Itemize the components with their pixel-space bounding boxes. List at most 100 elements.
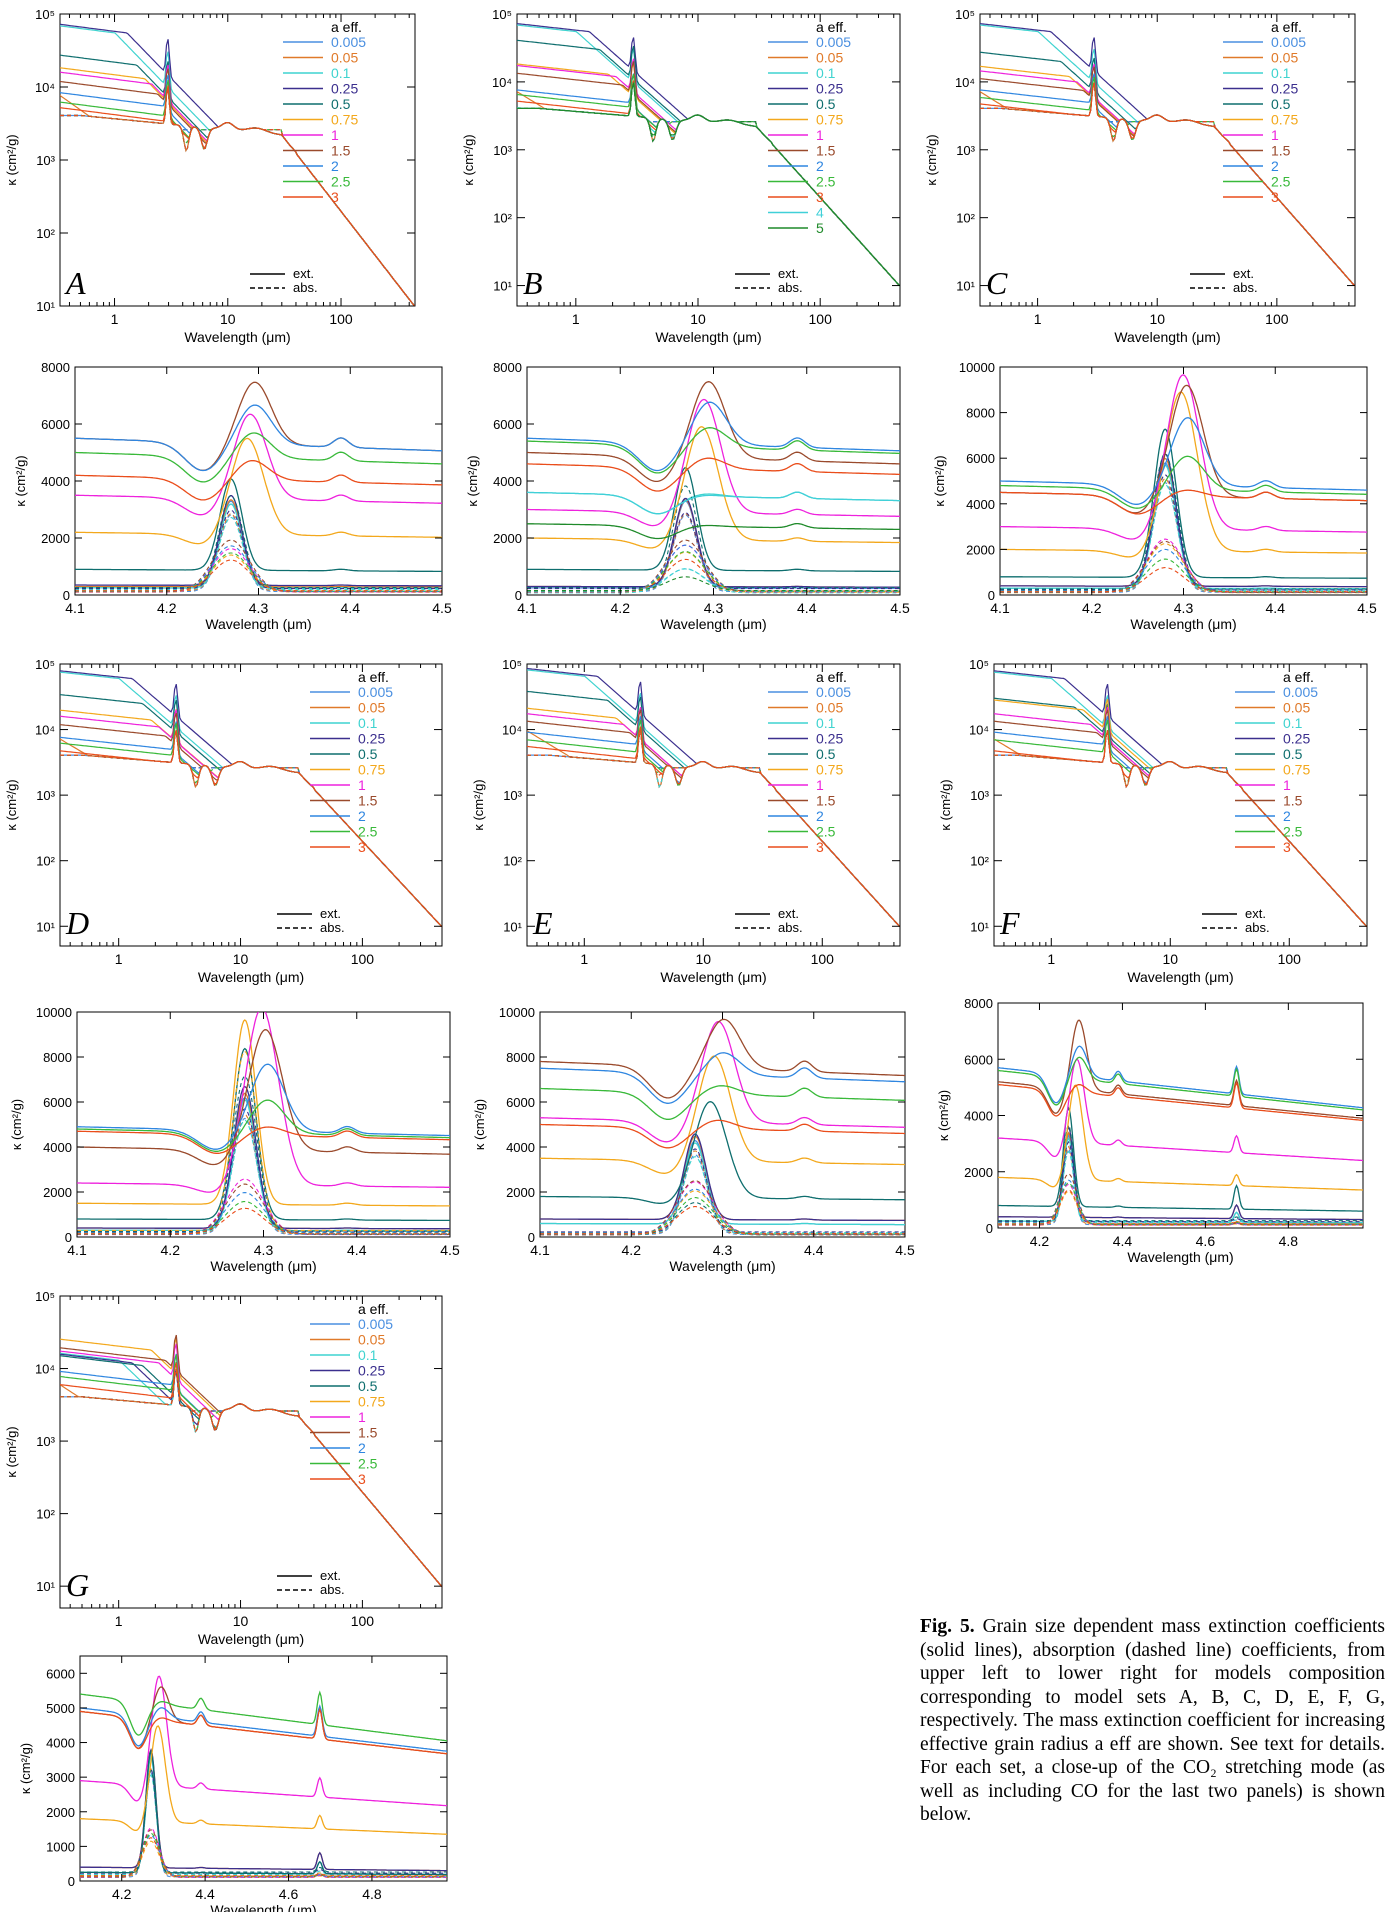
x-tick-label: 4.8: [1279, 1233, 1299, 1249]
series-0.05-abs: [80, 1767, 447, 1877]
x-tick-label: 1: [115, 1613, 123, 1629]
series-4-ext: [527, 491, 900, 515]
series-0.1-abs: [60, 730, 442, 928]
series-0.1-ext: [540, 1142, 905, 1226]
x-tick-label: 4.5: [890, 600, 910, 616]
legend-entry-0.1: 0.1: [358, 715, 378, 731]
y-tick-label: 10¹: [956, 279, 975, 294]
y-tick-label: 10³: [493, 143, 512, 158]
legend-entry-0.05: 0.05: [1271, 50, 1298, 66]
legend-entry-0.5: 0.5: [816, 746, 836, 762]
x-axis-label: Wavelength (μm): [660, 969, 766, 985]
x-tick-label: 4.3: [1174, 600, 1194, 616]
legend-entry-0.25: 0.25: [358, 731, 385, 747]
x-tick-label: 4.5: [895, 1242, 915, 1258]
series-0.005-abs: [80, 1770, 447, 1878]
series-0.75-ext: [80, 1725, 447, 1835]
series-1.5-ext: [994, 709, 1367, 928]
series-0.25-ext: [527, 497, 900, 588]
legend-title: a eff.: [816, 669, 847, 685]
x-tick-label: 4.2: [157, 600, 177, 616]
series-2-abs: [527, 730, 900, 928]
x-axis-label: Wavelength (μm): [205, 616, 311, 632]
legend-entry-3: 3: [816, 839, 824, 855]
legend-entry-2: 2: [331, 158, 339, 174]
legend-entry-0.005: 0.005: [816, 34, 851, 50]
series-0.25-ext: [75, 495, 442, 587]
legend-entry-0.5: 0.5: [358, 746, 378, 762]
y-tick-label: 2000: [43, 1185, 72, 1200]
curves-group: [998, 1019, 1363, 1226]
series-0.05-ext: [998, 1131, 1363, 1221]
series-2.5-ext: [980, 76, 1355, 287]
series-0.75-ext: [998, 1084, 1363, 1191]
legend-entry-2.5: 2.5: [358, 1456, 378, 1472]
y-tick-label: 10²: [956, 211, 975, 226]
legend-entry-1: 1: [816, 777, 824, 793]
legend-abs-label: abs.: [778, 920, 803, 935]
series-3-ext: [998, 1081, 1363, 1122]
series-1.5-ext: [60, 68, 415, 306]
series-2.5-ext: [77, 1099, 450, 1152]
plot-frame: [516, 13, 901, 307]
series-2.5-ext: [60, 723, 442, 928]
series-0.25-ext: [980, 23, 1355, 287]
series-2.5-ext: [998, 1056, 1363, 1111]
series-0.5-abs: [80, 1769, 447, 1873]
series-3-abs: [980, 82, 1355, 287]
x-tick-label: 4.1: [990, 600, 1010, 616]
legend-entry-0.005: 0.005: [816, 684, 851, 700]
y-tick-label: 8000: [41, 360, 70, 375]
y-tick-label: 10⁵: [492, 7, 512, 22]
legend-entry-2: 2: [358, 808, 366, 824]
x-tick-label: 1: [1034, 311, 1042, 327]
y-tick-label: 4000: [41, 474, 70, 489]
series-5-ext: [517, 82, 900, 287]
y-tick-label: 10¹: [503, 919, 522, 934]
x-tick-label: 4.2: [1030, 1233, 1050, 1249]
x-tick-label: 10: [233, 1613, 249, 1629]
legend-ext-label: ext.: [1245, 906, 1266, 921]
y-tick-label: 4000: [493, 474, 522, 489]
curves-group: [1000, 374, 1367, 594]
legend-entry-3: 3: [331, 189, 339, 205]
legend-entry-5: 5: [816, 220, 824, 236]
x-tick-label: 4.4: [195, 1886, 215, 1902]
series-1.5-abs: [60, 87, 415, 306]
broad-D-chart: 1 10 100 10¹ 10² 10³ 10⁴ 10⁵ Wavelength (μm) κ (c…: [4, 657, 443, 985]
x-tick-label: 4.8: [362, 1886, 382, 1902]
series-0.75-abs: [77, 1050, 450, 1231]
legend-entry-2: 2: [816, 808, 824, 824]
x-tick-label: 1: [115, 951, 123, 967]
series-2-abs: [60, 730, 442, 928]
panel-label: G: [66, 1567, 89, 1603]
y-tick-label: 4000: [46, 1736, 75, 1751]
y-tick-label: 0: [65, 1230, 72, 1245]
y-tick-label: 10²: [503, 854, 522, 869]
series-2.5-ext: [1000, 455, 1367, 509]
legend-entry-2.5: 2.5: [358, 824, 378, 840]
y-tick-label: 8000: [506, 1050, 535, 1065]
series-1-abs: [60, 730, 442, 928]
legend-entry-0.75: 0.75: [331, 112, 358, 128]
y-tick-label: 10¹: [36, 299, 55, 314]
x-tick-label: 10: [233, 951, 249, 967]
series-3-ext: [527, 457, 900, 492]
series-0.25-ext: [60, 23, 415, 306]
series-0.5-abs: [75, 495, 442, 589]
legend-entry-3: 3: [816, 189, 824, 205]
y-tick-label: 10³: [36, 153, 55, 168]
legend-entry-0.05: 0.05: [816, 700, 843, 716]
series-0.1-abs: [60, 87, 415, 306]
legend-entry-0.05: 0.05: [816, 50, 843, 66]
series-0.05-abs: [980, 82, 1355, 287]
series-2-abs: [994, 730, 1367, 928]
x-tick-label: 100: [351, 951, 375, 967]
legend-entry-0.05: 0.05: [358, 700, 385, 716]
series-2.5-ext: [540, 1085, 905, 1120]
y-axis-label: κ (cm²/g): [18, 1743, 33, 1794]
series-0.75-ext: [980, 65, 1355, 287]
series-2.5-abs: [527, 730, 900, 928]
series-3-ext: [980, 82, 1355, 287]
x-tick-label: 10: [690, 311, 706, 327]
